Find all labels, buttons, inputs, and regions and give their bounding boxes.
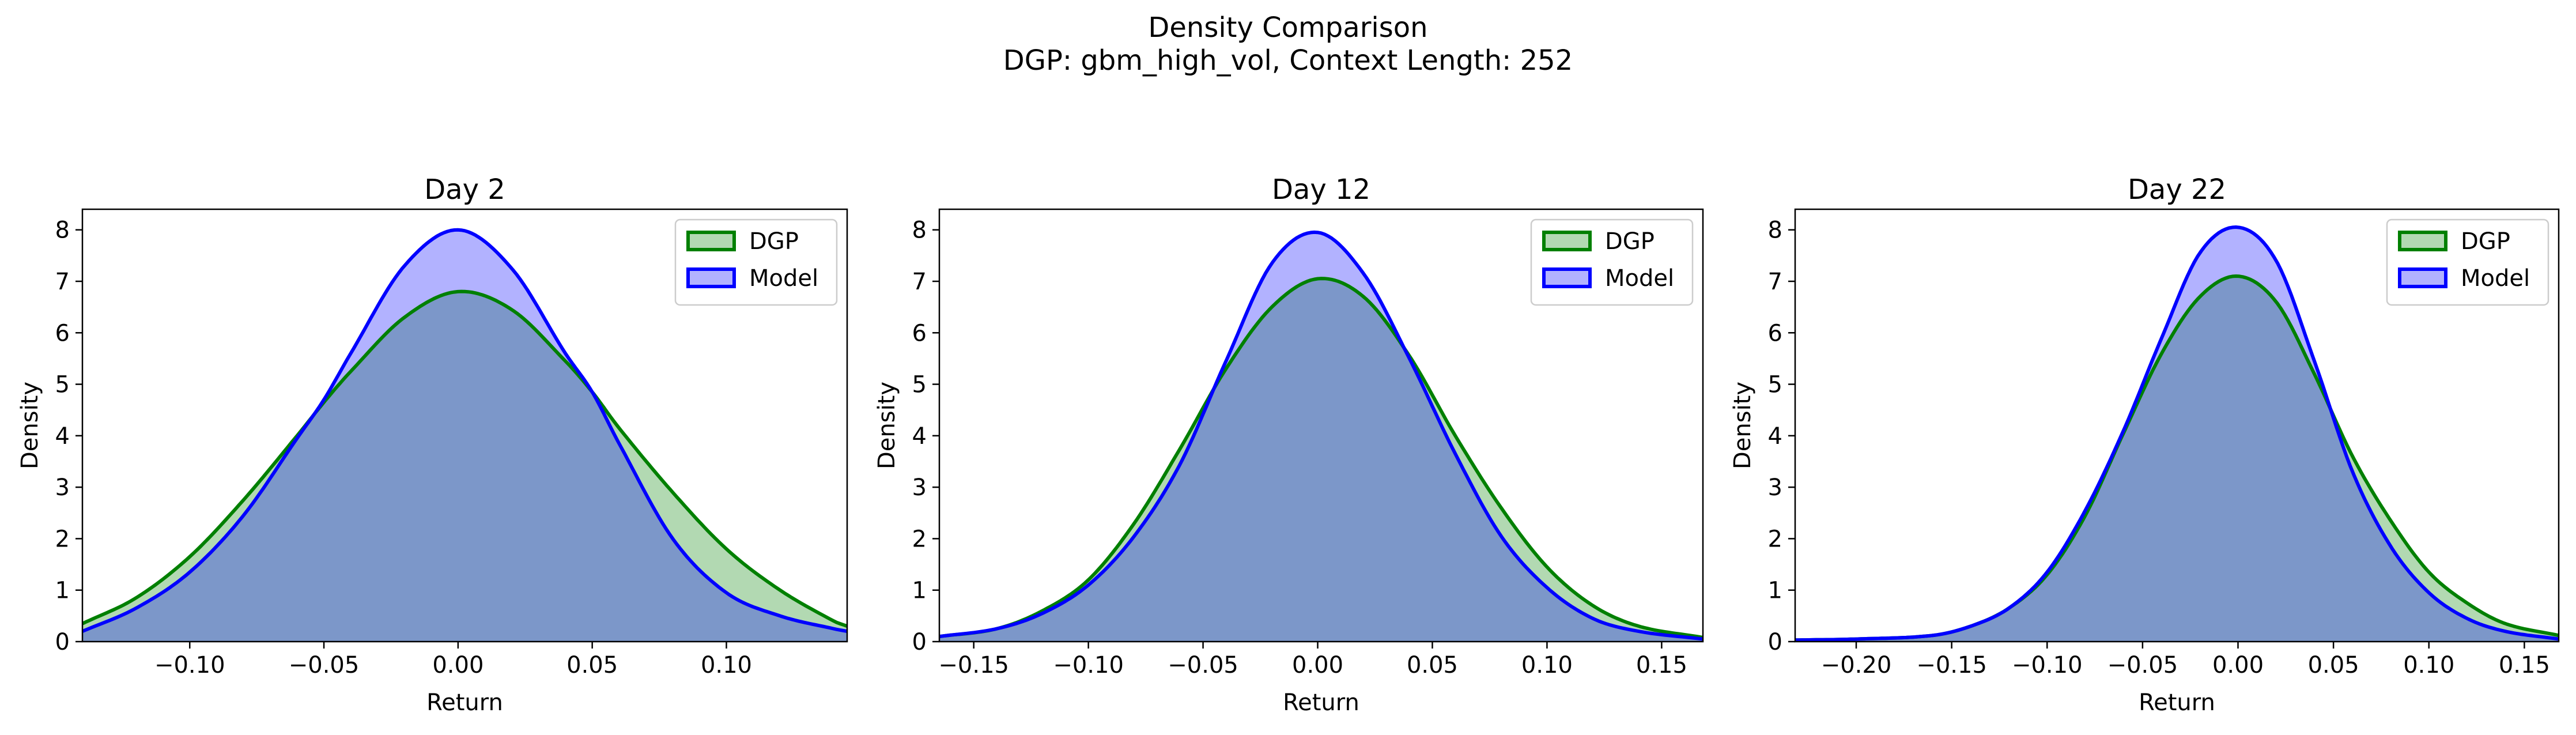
legend: DGP Model xyxy=(1530,218,1694,306)
y-tick-label: 2 xyxy=(55,526,70,552)
y-tick-label: 1 xyxy=(912,578,927,604)
legend-label: DGP xyxy=(1605,228,1655,255)
legend-swatch-dgp xyxy=(1542,231,1592,251)
legend-swatch-dgp xyxy=(2398,231,2447,251)
legend: DGP Model xyxy=(674,218,838,306)
x-tick-label: 0.00 xyxy=(432,652,484,679)
axes-frame xyxy=(81,208,848,643)
figure-title-line-2: DGP: gbm_high_vol, Context Length: 252 xyxy=(1003,44,1573,77)
x-tick-label: 0.05 xyxy=(2308,652,2359,679)
y-tick-label: 5 xyxy=(55,372,70,398)
legend-swatch-model xyxy=(686,267,736,288)
y-tick-label: 0 xyxy=(1768,629,1782,655)
y-tick-label: 2 xyxy=(1768,526,1782,552)
x-axis-label: Return xyxy=(1283,689,1359,716)
x-tick-label: 0.10 xyxy=(701,652,752,679)
y-axis-label: Density xyxy=(1729,382,1756,469)
density-fill-dgp xyxy=(1795,276,2559,642)
y-tick-label: 0 xyxy=(912,629,927,655)
legend-swatch-dgp xyxy=(686,231,736,251)
y-tick-label: 3 xyxy=(1768,474,1782,501)
x-tick-label: −0.20 xyxy=(1821,652,1892,679)
axes-frame xyxy=(1794,208,2560,643)
legend: DGP Model xyxy=(2386,218,2549,306)
subplot-day-panel-2: −0.15 −0.10 −0.05 0.00 0.05 0.10 0.15 0 1 2 3 4 5 6 7 8… xyxy=(874,174,1704,716)
x-tick-label: −0.10 xyxy=(154,652,225,679)
density-line-model xyxy=(939,230,1703,641)
x-tick-label: 0.10 xyxy=(2403,652,2454,679)
y-tick-label: 4 xyxy=(1768,423,1782,450)
x-tick-label: 0.05 xyxy=(1407,652,1458,679)
panel-title: Day 22 xyxy=(2128,174,2226,206)
x-tick-label: −0.15 xyxy=(1916,652,1987,679)
y-axis-label: Density xyxy=(17,382,43,469)
y-tick-label: 6 xyxy=(55,320,70,346)
y-tick-label: 8 xyxy=(55,217,70,244)
legend-swatch-model xyxy=(1542,267,1592,288)
y-tick-label: 7 xyxy=(55,269,70,295)
y-tick-label: 6 xyxy=(912,320,927,346)
figure-title-line-1: Density Comparison xyxy=(1148,12,1427,44)
x-axis-label: Return xyxy=(426,689,503,716)
panel-title: Day 12 xyxy=(1272,174,1370,206)
y-tick-label: 8 xyxy=(1768,217,1782,244)
plot-area xyxy=(1795,225,2559,642)
plot-area xyxy=(82,228,847,642)
y-axis-label: Density xyxy=(874,382,900,469)
legend-label: DGP xyxy=(2461,228,2510,255)
x-tick-label: −0.10 xyxy=(1053,652,1124,679)
x-tick-label: 0.00 xyxy=(1292,652,1343,679)
legend-box xyxy=(1530,218,1694,306)
subplot-day-panel-3: −0.20 −0.15 −0.10 −0.05 0.00 0.05 0.10 0.15 0 1 2 3… xyxy=(1729,174,2560,716)
y-tick-label: 0 xyxy=(55,629,70,655)
axes-frame xyxy=(938,208,1704,643)
legend-box xyxy=(2386,218,2549,306)
x-tick-label: −0.05 xyxy=(1168,652,1238,679)
plot-area xyxy=(939,230,1703,642)
y-tick-label: 2 xyxy=(912,526,927,552)
y-tick-label: 4 xyxy=(55,423,70,450)
panel-title: Day 2 xyxy=(424,174,505,206)
legend-label: DGP xyxy=(749,228,799,255)
density-line-model xyxy=(1795,225,2559,642)
density-line-model xyxy=(82,228,847,634)
x-tick-label: −0.05 xyxy=(289,652,360,679)
x-tick-label: −0.15 xyxy=(938,652,1009,679)
y-tick-label: 4 xyxy=(912,423,927,450)
x-tick-label: 0.15 xyxy=(1636,652,1687,679)
y-tick-label: 6 xyxy=(1768,320,1782,346)
x-tick-label: 0.05 xyxy=(566,652,618,679)
y-tick-label: 1 xyxy=(1768,578,1782,604)
x-axis-label: Return xyxy=(2139,689,2215,716)
y-tick-label: 3 xyxy=(55,474,70,501)
legend-label: Model xyxy=(2461,265,2530,292)
density-fill-dgp xyxy=(82,291,847,642)
y-tick-label: 8 xyxy=(912,217,927,244)
density-fill-model xyxy=(1795,227,2559,642)
y-tick-label: 5 xyxy=(1768,372,1782,398)
x-tick-label: 0.15 xyxy=(2499,652,2550,679)
x-tick-label: −0.05 xyxy=(2107,652,2178,679)
density-line-dgp xyxy=(82,289,847,628)
density-line-dgp xyxy=(939,277,1703,639)
y-tick-label: 3 xyxy=(912,474,927,501)
x-tick-label: 0.00 xyxy=(2212,652,2264,679)
y-tick-label: 5 xyxy=(912,372,927,398)
density-fill-model xyxy=(939,232,1703,642)
subplot-panels: −0.10 −0.05 0.00 0.05 0.10 0 1 2 3 4 5 6 7 8 Day 2 Retu… xyxy=(17,174,2560,716)
y-tick-label: 1 xyxy=(55,578,70,604)
legend-label: Model xyxy=(1605,265,1674,292)
legend-box xyxy=(674,218,838,306)
y-tick-label: 7 xyxy=(1768,269,1782,295)
subplot-day-panel-1: −0.10 −0.05 0.00 0.05 0.10 0 1 2 3 4 5 6 7 8 Day 2 Retu… xyxy=(17,174,848,716)
legend-swatch-model xyxy=(2398,267,2447,288)
density-fill-model xyxy=(82,229,847,642)
legend-label: Model xyxy=(749,265,818,292)
y-tick-label: 7 xyxy=(912,269,927,295)
x-tick-label: −0.10 xyxy=(2012,652,2083,679)
x-tick-label: 0.10 xyxy=(1521,652,1573,679)
